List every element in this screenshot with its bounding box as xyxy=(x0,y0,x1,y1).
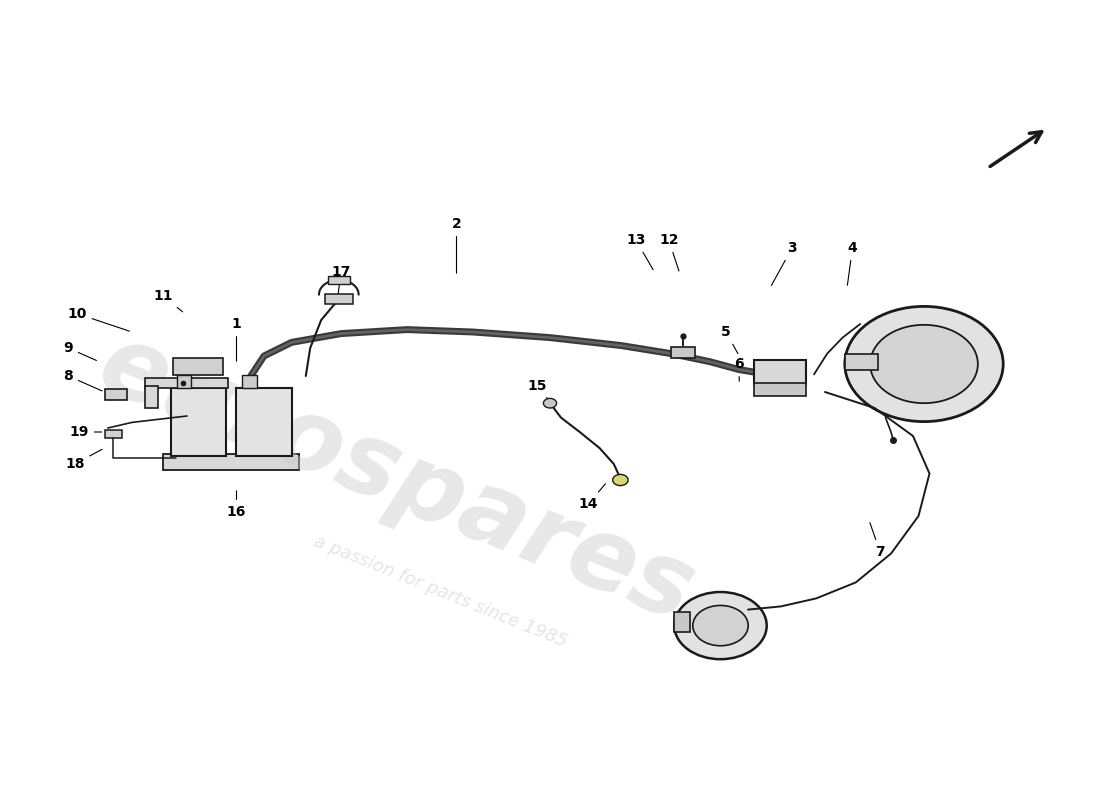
Text: 18: 18 xyxy=(65,450,102,471)
Bar xyxy=(177,375,191,388)
Text: 4: 4 xyxy=(847,241,857,286)
Circle shape xyxy=(693,606,748,646)
Bar xyxy=(173,358,223,375)
Bar xyxy=(754,360,806,384)
Bar xyxy=(671,347,695,358)
Circle shape xyxy=(674,592,767,659)
Bar xyxy=(754,383,806,396)
Text: 16: 16 xyxy=(227,490,246,519)
Text: 19: 19 xyxy=(69,425,101,439)
Text: 9: 9 xyxy=(64,341,97,361)
Text: 10: 10 xyxy=(67,306,130,331)
Text: 7: 7 xyxy=(870,522,884,559)
Text: 2: 2 xyxy=(452,217,461,274)
Text: 17: 17 xyxy=(331,265,351,295)
Text: 15: 15 xyxy=(527,378,548,399)
Bar xyxy=(674,612,690,632)
Text: 13: 13 xyxy=(626,233,653,270)
Bar xyxy=(145,378,228,388)
Bar xyxy=(235,388,292,456)
Text: 6: 6 xyxy=(735,357,744,382)
Text: 12: 12 xyxy=(659,233,679,271)
Text: 3: 3 xyxy=(771,241,796,286)
Text: 5: 5 xyxy=(722,325,738,354)
Text: a passion for parts since 1985: a passion for parts since 1985 xyxy=(310,533,570,651)
Bar xyxy=(170,388,227,456)
Circle shape xyxy=(543,398,557,408)
Text: 14: 14 xyxy=(579,484,605,511)
Circle shape xyxy=(870,325,978,403)
Bar xyxy=(104,389,126,400)
Bar xyxy=(242,375,256,388)
Text: eurospares: eurospares xyxy=(85,317,707,643)
Bar xyxy=(845,354,878,370)
Bar xyxy=(328,276,350,284)
Text: 8: 8 xyxy=(64,369,102,391)
Bar xyxy=(163,454,299,470)
Bar xyxy=(324,294,353,304)
Circle shape xyxy=(613,474,628,486)
Text: 11: 11 xyxy=(153,289,183,312)
Bar xyxy=(145,386,158,408)
Text: 1: 1 xyxy=(232,317,241,362)
Circle shape xyxy=(845,306,1003,422)
Bar xyxy=(104,430,122,438)
